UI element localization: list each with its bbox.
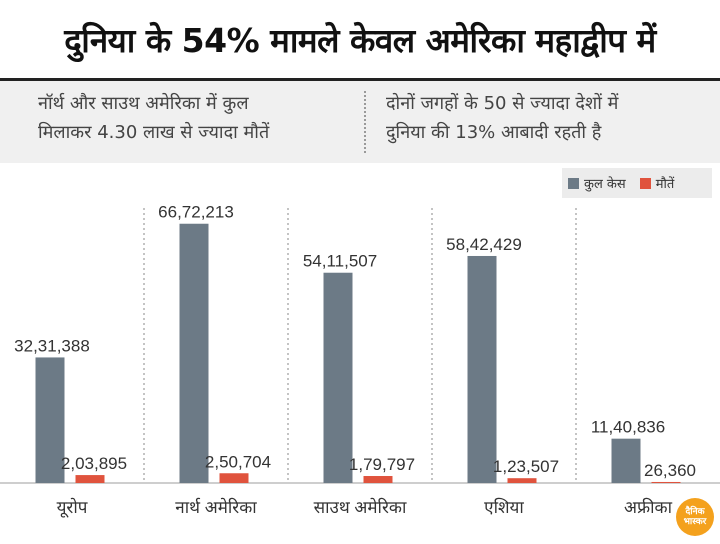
bar-deaths bbox=[219, 473, 249, 483]
bar-cases bbox=[323, 272, 353, 483]
bar-cases bbox=[35, 357, 65, 483]
logo-line1: दैनिक bbox=[685, 507, 705, 517]
bar-deaths bbox=[651, 481, 681, 483]
bar-cases bbox=[179, 223, 209, 483]
data-label-deaths: 1,79,797 bbox=[349, 455, 415, 474]
category-label: साउथ अमेरिका bbox=[314, 497, 407, 517]
bar-deaths bbox=[507, 478, 537, 483]
bar-cases bbox=[467, 255, 497, 483]
data-label-deaths: 2,50,704 bbox=[205, 452, 271, 471]
legend-swatch-deaths bbox=[639, 177, 651, 189]
bar-deaths bbox=[363, 476, 393, 483]
logo-line2: भास्कर bbox=[683, 517, 707, 527]
data-label-cases: 54,11,507 bbox=[303, 252, 377, 271]
data-label-deaths: 1,23,507 bbox=[493, 457, 559, 476]
subtitle-panel: नॉर्थ और साउथ अमेरिका में कुल मिलाकर 4.3… bbox=[0, 81, 720, 163]
data-label-deaths: 26,360 bbox=[644, 461, 696, 480]
data-label-cases: 66,72,213 bbox=[158, 203, 234, 222]
bar-cases bbox=[611, 438, 641, 483]
page-title: दुनिया के 54% मामले केवल अमेरिका महाद्वी… bbox=[64, 20, 656, 60]
category-label: यूरोप bbox=[57, 497, 88, 518]
category-label: नार्थ अमेरिका bbox=[175, 497, 257, 517]
data-label-cases: 58,42,429 bbox=[446, 235, 522, 254]
subtitle-right: दोनों जगहों के 50 से ज्यादा देशों में दु… bbox=[386, 89, 706, 147]
data-label-cases: 32,31,388 bbox=[14, 336, 90, 355]
brand-logo: दैनिक भास्कर bbox=[676, 498, 714, 536]
legend-swatch-cases bbox=[568, 177, 579, 189]
bar-chart: 32,31,388 2,03,895 यूरोप 66,72,213 2,50,704 न… bbox=[0, 203, 720, 518]
bar-deaths bbox=[75, 475, 105, 483]
category-label: अफ्रीका bbox=[624, 497, 673, 517]
subtitle-left: नॉर्थ और साउथ अमेरिका में कुल मिलाकर 4.3… bbox=[38, 89, 338, 147]
subtitle-left-line2: मिलाकर 4.30 लाख से ज्यादा मौतें bbox=[38, 122, 270, 143]
subtitle-left-line1: नॉर्थ और साउथ अमेरिका में कुल bbox=[38, 93, 249, 114]
chart-area: 32,31,388 2,03,895 यूरोप 66,72,213 2,50,704 न… bbox=[0, 163, 720, 540]
legend-label-deaths: मौतें bbox=[655, 177, 675, 192]
subtitle-right-line2: दुनिया की 13% आबादी रहती है bbox=[386, 122, 602, 143]
category-label: एशिया bbox=[484, 497, 524, 517]
subtitle-right-line1: दोनों जगहों के 50 से ज्यादा देशों में bbox=[386, 93, 619, 114]
legend: कुल केस मौतें bbox=[562, 168, 712, 198]
title-bar: दुनिया के 54% मामले केवल अमेरिका महाद्वी… bbox=[0, 0, 720, 81]
data-label-deaths: 2,03,895 bbox=[61, 454, 127, 473]
data-label-cases: 11,40,836 bbox=[591, 418, 665, 437]
legend-label-cases: कुल केस bbox=[584, 177, 626, 192]
subtitle-divider bbox=[364, 91, 366, 153]
